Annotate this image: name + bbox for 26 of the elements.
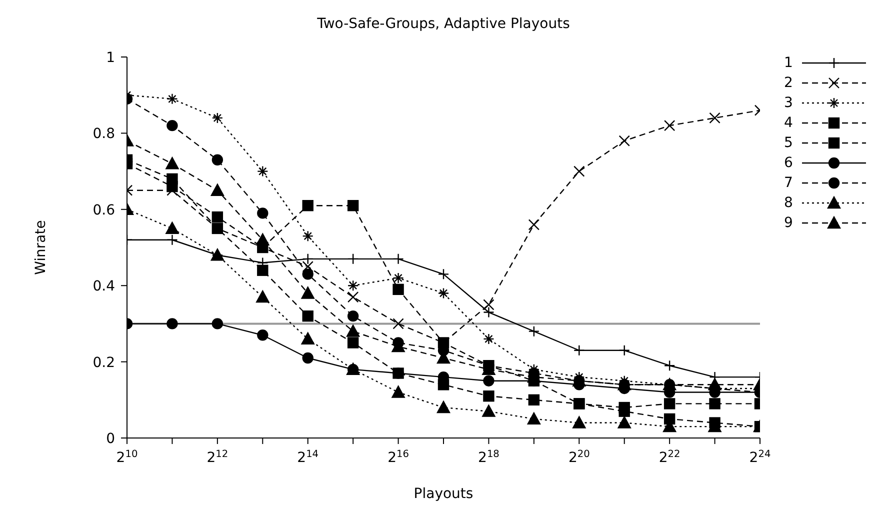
chart-title: Two-Safe-Groups, Adaptive Playouts xyxy=(316,16,571,32)
legend-label: 6 xyxy=(784,155,794,171)
legend-label: 9 xyxy=(784,215,794,231)
y-tick-label: 0 xyxy=(106,431,115,447)
legend-label: 3 xyxy=(784,95,794,111)
x-tick-label: 2$^{16}$ xyxy=(388,448,409,466)
x-tick-label: 2$^{14}$ xyxy=(297,448,319,466)
legend-label: 4 xyxy=(784,115,794,131)
x-axis-title: Playouts xyxy=(414,486,474,502)
legend-label: 7 xyxy=(784,175,794,191)
y-tick-label: 1 xyxy=(106,50,115,66)
x-tick-label: 2$^{22}$ xyxy=(658,448,680,466)
y-tick-label: 0.4 xyxy=(92,278,116,295)
legend-label: 1 xyxy=(784,55,794,71)
y-axis-title: Winrate xyxy=(33,220,49,275)
y-tick-label: 0.8 xyxy=(92,126,115,142)
legend-label: 5 xyxy=(784,135,794,151)
legend-label: 2 xyxy=(784,75,794,91)
x-tick-label: 2$^{18}$ xyxy=(478,448,500,466)
x-tick-label: 2$^{24}$ xyxy=(749,448,771,466)
x-tick-label: 2$^{20}$ xyxy=(568,448,590,466)
x-tick-label: 2$^{10}$ xyxy=(116,448,138,466)
x-tick-label: 2$^{12}$ xyxy=(206,448,228,466)
y-tick-label: 0.6 xyxy=(92,202,116,218)
legend-label: 8 xyxy=(784,195,794,211)
y-tick-label: 0.2 xyxy=(92,354,115,371)
